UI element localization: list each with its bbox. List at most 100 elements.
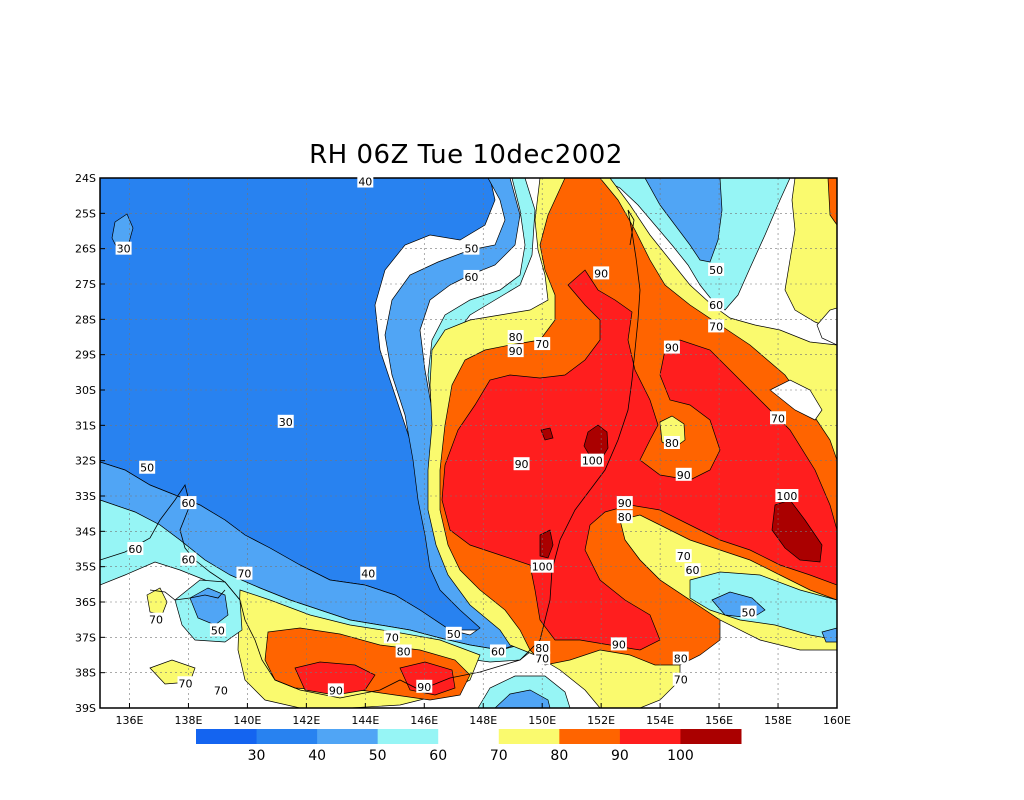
field-above-100-b (540, 427, 554, 441)
contour-label: 60 (180, 496, 197, 510)
colorbar: 30 40 50 60 70 80 90 100 (196, 729, 742, 764)
contour-label-bg (663, 436, 680, 449)
contour-label-text: 70 (535, 338, 549, 351)
colorbar-swatch (559, 729, 621, 744)
contour-label-text: 40 (358, 176, 372, 189)
lat-tick-label: 27S (75, 278, 96, 291)
contour-label-text: 80 (618, 511, 632, 524)
contour-label: 70 (212, 683, 229, 697)
contour-label-text: 60 (181, 554, 195, 567)
contour-label-bg (180, 552, 197, 566)
contour-label-text: 50 (464, 243, 478, 256)
field-ne-yellow (784, 178, 837, 331)
contour-label-bg (616, 510, 633, 524)
lat-tick-label: 28S (75, 313, 96, 326)
contour-label-bg (616, 496, 633, 510)
contour-label: 80 (395, 644, 412, 658)
colorbar-swatch (498, 729, 560, 744)
contour-label-bg (675, 549, 692, 563)
contour-label: 50 (209, 623, 226, 637)
contour-label-text: 60 (464, 271, 478, 284)
field-south-blue-2 (494, 689, 551, 708)
lat-tick-label: 36S (75, 596, 96, 609)
contour-label-text: 50 (709, 264, 723, 277)
lat-tick-label: 32S (75, 455, 96, 468)
contour-label: 70 (534, 337, 551, 351)
colorbar-label: 30 (248, 748, 266, 764)
contour-label-text: 60 (686, 564, 700, 577)
contour-label-bg (534, 640, 551, 654)
colorbar-swatch (377, 729, 439, 744)
contour-label-bg (507, 344, 524, 358)
contour-label: 70 (534, 651, 551, 666)
field-east-blue (644, 178, 723, 263)
lon-tick-label: 160E (823, 714, 851, 727)
contour-label-text: 90 (509, 345, 523, 358)
contour-label: 70 (177, 676, 194, 690)
lat-tick-label: 25S (75, 207, 96, 220)
contour-label-bg (360, 566, 377, 580)
lat-tick-label: 31S (75, 419, 96, 432)
field-above-100-c (539, 529, 554, 559)
contour-label-text: 60 (128, 543, 142, 556)
lon-tick-label: 146E (410, 714, 438, 727)
axis-ticks: 136E 138E 140E 142E 144E 146E 148E 150E 152E 154E… (75, 172, 851, 727)
contour-label-text: 100 (582, 455, 603, 468)
contour-label-bg (139, 460, 156, 474)
contour-label: 50 (445, 626, 462, 641)
contour-label: 100 (775, 489, 799, 503)
contour-label-bg (180, 496, 197, 510)
contour-label-bg (580, 453, 604, 467)
contour-label-text: 80 (509, 331, 523, 344)
contour-label: 50 (139, 460, 156, 475)
colorbar-swatch (680, 729, 742, 744)
contour-label-bg (740, 605, 757, 619)
contour-label-bg (708, 262, 725, 276)
contour-label: 90 (327, 683, 344, 697)
contour-label: 40 (357, 174, 374, 189)
contour-label-text: 90 (594, 267, 608, 280)
contour-label-text: 70 (535, 653, 549, 666)
contour-label: 60 (708, 298, 725, 312)
lat-tick-label: 30S (75, 384, 96, 397)
contour-label: 60 (127, 542, 144, 556)
lat-tick-label: 29S (75, 349, 96, 362)
contour-label-bg (513, 457, 530, 471)
lat-tick-label: 35S (75, 561, 96, 574)
contour-label-bg (236, 566, 253, 580)
contour-label: 40 (360, 566, 377, 581)
contour-label: 90 (616, 496, 633, 510)
contour-label-bg (708, 298, 725, 312)
contour-label: 100 (530, 559, 554, 574)
lon-tick-label: 156E (705, 714, 733, 727)
contour-label-text: 90 (329, 684, 343, 697)
contour-label-text: 70 (149, 614, 163, 627)
contour-label-bg (672, 672, 689, 686)
contour-label-text: 50 (211, 624, 225, 637)
contour-label-text: 70 (674, 674, 688, 687)
lon-tick-label: 152E (587, 714, 615, 727)
contour-label-bg (445, 626, 462, 640)
contour-label-text: 90 (618, 497, 632, 510)
lon-tick-label: 136E (116, 714, 144, 727)
contour-label: 50 (463, 241, 480, 256)
contour-label-text: 50 (447, 628, 461, 641)
colorbar-label: 60 (429, 748, 447, 764)
contour-label-bg (675, 467, 692, 481)
contour-label: 80 (663, 436, 680, 450)
contour-label-bg (383, 630, 400, 644)
lon-tick-label: 148E (469, 714, 497, 727)
contour-label-text: 50 (742, 607, 756, 620)
contour-label-bg (209, 623, 226, 637)
colorbar-swatch (256, 729, 318, 744)
contour-label-text: 70 (385, 631, 399, 644)
contour-label-bg (148, 612, 165, 626)
field-se-cyan (689, 571, 837, 641)
lat-tick-label: 38S (75, 667, 96, 680)
contour-label: 100 (580, 453, 604, 468)
contour-label: 70 (708, 319, 725, 333)
contour-label: 70 (236, 566, 253, 581)
contour-label-text: 90 (515, 458, 529, 471)
contour-label: 90 (675, 467, 692, 482)
contour-label: 60 (489, 644, 506, 658)
